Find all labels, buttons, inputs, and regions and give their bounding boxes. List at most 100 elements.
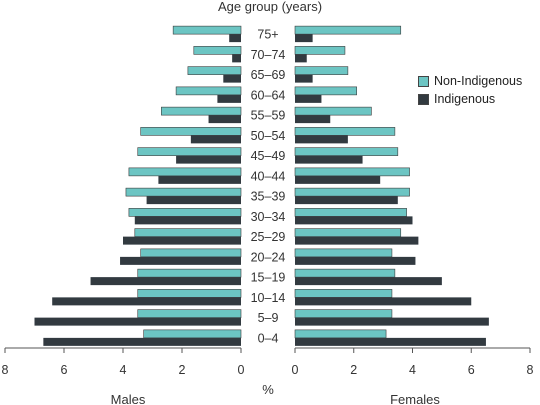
bar-female-indigenous-65–69 [295,74,313,83]
x-axis-label: % [262,382,274,397]
bar-female-indigenous-40–44 [295,175,381,184]
legend-item-indigenous: Indigenous [418,90,522,108]
bar-male-non-indigenous-70–74 [193,46,242,55]
legend-swatch-indigenous [418,93,429,105]
bar-male-non-indigenous-5–9 [137,309,242,318]
age-group-label: 65–69 [251,68,286,82]
right-tick-label: 0 [292,363,299,377]
age-group-label: 10–14 [251,291,286,305]
bar-female-indigenous-15–19 [295,277,442,286]
bar-female-indigenous-10–14 [295,297,472,306]
bar-female-non-indigenous-10–14 [294,289,393,298]
bar-male-non-indigenous-75+ [172,25,242,35]
bar-male-indigenous-60–64 [217,94,241,103]
bar-male-indigenous-30–34 [134,216,241,225]
age-group-label: 60–64 [251,88,286,102]
bar-male-non-indigenous-30–34 [128,208,242,217]
age-group-label: 55–59 [251,109,286,123]
age-group-label: 45–49 [251,149,286,163]
bar-female-non-indigenous-70–74 [294,46,346,55]
bar-male-non-indigenous-10–14 [137,289,242,298]
right-tick-label: 4 [409,363,416,377]
bar-male-non-indigenous-25–29 [134,228,242,237]
bar-female-non-indigenous-55–59 [294,106,372,116]
legend-label-indigenous: Indigenous [434,92,496,106]
bar-male-indigenous-55–59 [208,115,241,124]
bar-male-non-indigenous-40–44 [128,167,242,177]
female-bars [294,25,489,346]
male-bars [34,25,242,346]
bar-female-indigenous-60–64 [295,94,322,103]
bar-male-non-indigenous-0–4 [143,329,242,339]
bar-male-non-indigenous-35–39 [125,187,242,197]
bar-male-indigenous-35–39 [146,196,241,205]
age-group-label: 35–39 [251,190,286,204]
bar-female-non-indigenous-60–64 [294,86,357,96]
bar-male-indigenous-10–14 [52,297,242,306]
age-group-label: 40–44 [251,169,286,183]
bar-female-non-indigenous-5–9 [294,309,393,318]
bar-female-non-indigenous-20–24 [294,248,393,258]
bar-female-non-indigenous-50–54 [294,127,396,136]
bar-female-non-indigenous-35–39 [294,187,410,197]
legend-item-non-indigenous: Non-Indigenous [418,72,522,90]
males-label: Males [111,392,146,405]
bar-male-non-indigenous-65–69 [187,66,242,75]
bar-male-non-indigenous-15–19 [137,268,242,278]
bar-male-indigenous-20–24 [120,256,241,265]
bar-female-non-indigenous-40–44 [294,167,410,177]
bar-female-indigenous-5–9 [295,317,489,326]
bar-female-indigenous-25–29 [295,236,419,245]
bar-male-indigenous-40–44 [158,175,241,184]
age-group-label: 75+ [257,28,278,42]
bar-male-indigenous-65–69 [223,74,241,83]
bar-female-indigenous-35–39 [295,196,398,205]
legend: Non-Indigenous Indigenous [418,72,522,108]
bar-female-non-indigenous-0–4 [294,329,387,339]
age-group-label: 70–74 [251,48,286,62]
bar-male-indigenous-70–74 [232,54,241,63]
bar-female-indigenous-70–74 [295,54,307,63]
left-tick-label: 2 [179,363,186,377]
bar-female-indigenous-0–4 [295,337,486,346]
bar-female-indigenous-30–34 [295,216,413,225]
age-group-label: 25–29 [251,230,286,244]
age-group-label: 30–34 [251,210,286,224]
legend-label-non-indigenous: Non-Indigenous [434,74,523,88]
axes: 8 6 4 2 0 0 2 4 6 8 [2,347,534,377]
bar-female-non-indigenous-45–49 [294,147,399,156]
bar-female-non-indigenous-25–29 [294,228,402,237]
females-label: Females [390,392,440,405]
bar-female-indigenous-75+ [295,34,313,43]
bar-female-non-indigenous-15–19 [294,268,396,278]
bar-male-indigenous-25–29 [123,236,241,245]
bar-male-non-indigenous-50–54 [140,127,242,136]
age-group-label: 5–9 [258,311,279,325]
bar-male-indigenous-0–4 [43,337,241,346]
chart-title: Age group (years) [218,0,322,14]
bar-male-indigenous-5–9 [34,317,241,326]
age-group-label: 15–19 [251,271,286,285]
left-tick-label: 6 [61,363,68,377]
bar-female-indigenous-55–59 [295,115,331,124]
age-group-label: 50–54 [251,129,286,143]
left-tick-label: 4 [120,363,127,377]
legend-swatch-non-indigenous [418,75,429,87]
bar-male-non-indigenous-55–59 [161,106,242,116]
bar-male-indigenous-45–49 [176,155,241,164]
bar-female-non-indigenous-75+ [294,25,402,35]
bar-male-non-indigenous-60–64 [175,86,242,96]
right-tick-label: 6 [468,363,475,377]
right-tick-label: 2 [350,363,357,377]
bar-male-indigenous-15–19 [90,277,241,286]
bar-male-non-indigenous-20–24 [140,248,242,258]
left-tick-label: 8 [2,363,9,377]
left-tick-label: 0 [238,363,245,377]
bar-male-non-indigenous-45–49 [137,147,242,156]
age-group-label: 0–4 [258,331,279,345]
bar-female-non-indigenous-65–69 [294,66,349,75]
bar-female-indigenous-20–24 [295,256,416,265]
age-group-labels: 0–4 5–9 10–14 15–19 20–24 25–29 30–34 35–39 40–4… [251,28,286,346]
age-group-label: 20–24 [251,250,286,264]
